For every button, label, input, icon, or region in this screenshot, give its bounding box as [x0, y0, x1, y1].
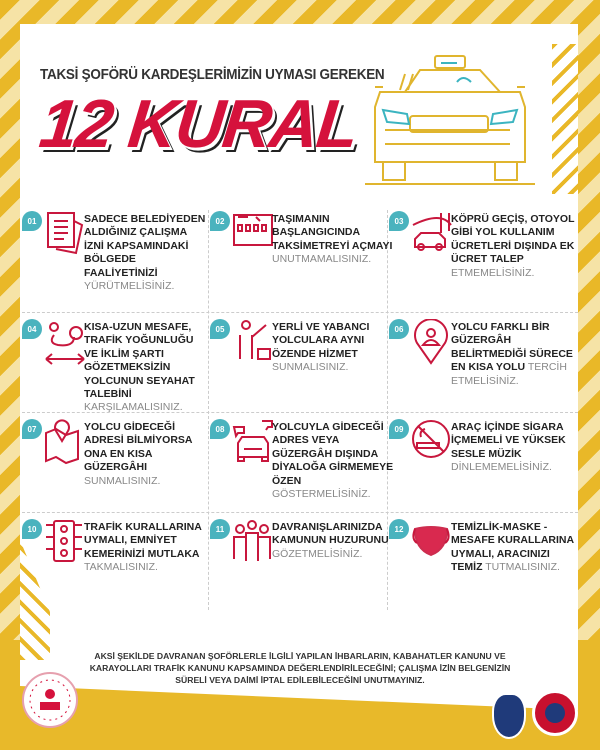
divider — [208, 210, 209, 610]
rule-text: YOLCUYLA GİDECEĞİ ADRES VEYA GÜZERGÂH DI… — [272, 421, 396, 501]
rule-light-text: GÖZETMELİSİNİZ. — [272, 547, 363, 560]
rule-light-text: TUTMALISINIZ. — [485, 561, 560, 574]
rule-text: ARAÇ İÇİNDE SİGARA İÇMEMELİ VE YÜKSEK SE… — [451, 421, 575, 475]
rule-text: KISA-UZUN MESAFE, TRAFİK YOĞUNLUĞU VE İK… — [84, 321, 208, 415]
rule-number-badge: 08 — [210, 419, 230, 439]
police-logo — [492, 693, 526, 739]
content-panel — [20, 24, 578, 710]
footer-note: AKSİ ŞEKİLDE DAVRANAN ŞOFÖRLERLE İLGİLİ … — [89, 651, 511, 685]
rule-text: SADECE BELEDİYEDEN ALDIĞINIZ ÇALIŞMA İZN… — [84, 213, 208, 293]
rule-number-badge: 03 — [389, 211, 409, 231]
rule-text: TRAFİK KURALLARINA UYMALI, EMNİYET KEMER… — [84, 521, 208, 575]
route-icon — [45, 322, 85, 365]
rule-number-badge: 01 — [22, 211, 42, 231]
passenger-icon — [239, 320, 271, 360]
rule-number-badge: 06 — [389, 319, 409, 339]
rule-bold-text: TRAFİK KURALLARINA UYMALI, EMNİYET KEMER… — [84, 521, 202, 560]
mask-icon — [412, 526, 450, 557]
taxi-chat-icon — [232, 420, 273, 462]
rule-text: YOLCU GİDECEĞİ ADRESİ BİLMİYORSA ONA EN … — [84, 421, 208, 488]
people-icon — [233, 520, 271, 561]
taximeter-icon — [233, 214, 273, 246]
decor-stripes — [552, 44, 578, 194]
rule-light-text: GÖSTERMELİSİNİZ. — [272, 488, 371, 501]
divider — [22, 412, 578, 413]
rule-light-text: TAKMALISINIZ. — [84, 561, 158, 574]
rule-bold-text: YOLCU GİDECEĞİ ADRESİ BİLMİYORSA ONA EN … — [84, 421, 193, 474]
rule-number-badge: 04 — [22, 319, 42, 339]
ministry-logo — [22, 672, 78, 728]
page-title: 12 KURAL — [36, 86, 361, 162]
rule-number-badge: 10 — [22, 519, 42, 539]
rule-light-text: TERCİH ETMELİSİNİZ. — [451, 361, 567, 387]
map-icon — [45, 419, 79, 465]
rule-number-badge: 02 — [210, 211, 230, 231]
rule-number-badge: 12 — [389, 519, 409, 539]
rule-text: KÖPRÜ GEÇİŞ, OTOYOL GİBİ YOL KULLANIM ÜC… — [451, 213, 575, 280]
rule-text: YOLCU FARKLI BİR GÜZERGÂH BELİRTMEDİĞİ S… — [451, 321, 575, 388]
rule-light-text: KARŞILAMALISINIZ. — [84, 401, 183, 414]
no-smoking-icon — [412, 420, 450, 458]
rule-number-badge: 11 — [210, 519, 230, 539]
rule-bold-text: YERLİ VE YABANCI YOLCULARA AYNI ÖZENDE H… — [272, 321, 370, 360]
rule-light-text: SUNMALISINIZ. — [84, 474, 161, 487]
rule-text: TAŞIMANIN BAŞLANGICINDA TAKSİMETREYİ AÇM… — [272, 213, 396, 267]
bridge-car-icon — [412, 213, 452, 251]
divider — [22, 512, 578, 513]
rule-bold-text: KISA-UZUN MESAFE, TRAFİK YOĞUNLUĞU VE İK… — [84, 321, 195, 401]
rule-text: TEMİZLİK-MASKE -MESAFE KURALLARINA UYMAL… — [451, 521, 575, 575]
rule-light-text: DİNLEMEMELİSİNİZ. — [451, 461, 552, 474]
rule-bold-text: YOLCU FARKLI BİR GÜZERGÂH BELİRTMEDİĞİ S… — [451, 321, 573, 374]
rule-bold-text: YOLCUYLA GİDECEĞİ ADRES VEYA GÜZERGÂH DI… — [272, 421, 394, 487]
rule-number-badge: 09 — [389, 419, 409, 439]
rule-bold-text: SADECE BELEDİYEDEN ALDIĞINIZ ÇALIŞMA İZN… — [84, 213, 206, 279]
rule-bold-text: DAVRANIŞLARINIZDA KAMUNUN HUZURUNU — [272, 521, 389, 547]
taxi-icon — [365, 55, 535, 185]
rule-bold-text: TEMİZLİK-MASKE -MESAFE KURALLARINA UYMAL… — [451, 521, 574, 574]
divider — [22, 312, 578, 313]
subtitle: TAKSİ ŞOFÖRÜ KARDEŞLERİMİZİN UYMASI GERE… — [40, 66, 385, 83]
rule-text: DAVRANIŞLARINIZDA KAMUNUN HUZURUNU GÖZET… — [272, 521, 396, 561]
location-person-icon — [414, 319, 448, 365]
rule-number-badge: 07 — [22, 419, 42, 439]
rule-light-text: UNUTMAMALISINIZ. — [272, 253, 372, 266]
rule-text: YERLİ VE YABANCI YOLCULARA AYNI ÖZENDE H… — [272, 321, 396, 375]
divider — [387, 210, 388, 610]
rule-light-text: SUNMALISINIZ. — [272, 361, 349, 374]
document-icon — [47, 212, 84, 255]
rule-bold-text: KÖPRÜ GEÇİŞ, OTOYOL GİBİ YOL KULLANIM ÜC… — [451, 213, 575, 266]
rule-light-text: YÜRÜTMELİSİNİZ. — [84, 280, 175, 293]
rule-bold-text: TAŞIMANIN BAŞLANGICINDA TAKSİMETREYİ AÇM… — [272, 213, 393, 252]
rule-bold-text: ARAÇ İÇİNDE SİGARA İÇMEMELİ VE YÜKSEK SE… — [451, 421, 566, 460]
rule-light-text: ETMEMELİSİNİZ. — [451, 266, 535, 279]
rule-number-badge: 05 — [210, 319, 230, 339]
traffic-light-icon — [46, 520, 82, 562]
gendarmerie-logo — [532, 690, 578, 736]
